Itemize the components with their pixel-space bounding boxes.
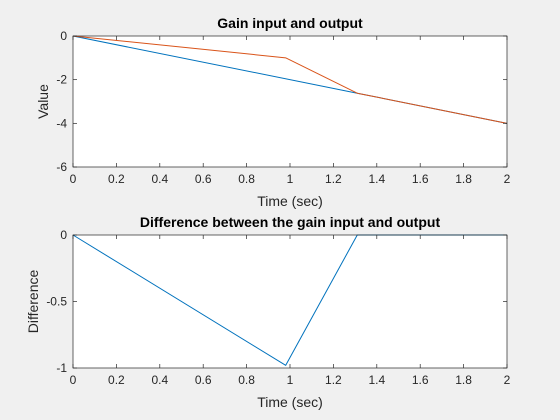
plot-difference-ylabel: Difference — [25, 270, 41, 334]
plot-gain-ytick-label: -2 — [56, 73, 67, 87]
plot-difference-axes-bg — [73, 235, 507, 368]
plot-gain-xtick-label: 0.2 — [108, 172, 125, 186]
plot-difference-xtick-label: 2 — [504, 373, 511, 387]
plot-difference-xtick-label: 1.6 — [412, 373, 429, 387]
plot-gain-xtick-label: 0 — [70, 172, 77, 186]
plot-gain-ytick-label: 0 — [60, 29, 67, 43]
plot-difference-xtick-label: 0.6 — [195, 373, 212, 387]
plot-gain-series-group — [72, 35, 508, 124]
plot-difference-xtick-label: 1.4 — [368, 373, 385, 387]
plot-difference-ticks: 0 0.2 0.4 0.6 0.8 1 1.2 1.4 1.6 1.8 2 0 -0.5 -1 — [46, 228, 510, 387]
plot-difference-xlabel: Time (sec) — [257, 394, 323, 410]
plot-gain-xtick-label: 0.4 — [151, 172, 168, 186]
plot-difference-ytick-label: -0.5 — [46, 295, 67, 309]
plot-gain-xtick-label: 2 — [504, 172, 511, 186]
plot-difference-xtick-label: 0.2 — [108, 373, 125, 387]
plot-gain-xtick-label: 1.4 — [368, 172, 385, 186]
plot-difference-xtick-label: 1.8 — [455, 373, 472, 387]
plot-difference-xtick-label: 1 — [287, 373, 294, 387]
plot-gain-xtick-label: 1.8 — [455, 172, 472, 186]
plot-difference: 0 0.2 0.4 0.6 0.8 1 1.2 1.4 1.6 1.8 2 0 -0.5 -1 Diffe… — [25, 214, 511, 410]
plot-gain-axes-bg — [73, 36, 507, 167]
plot-difference-title: Difference between the gain input and ou… — [140, 214, 441, 230]
plot-gain-ytick-label: -4 — [56, 116, 67, 130]
plot-gain-xtick-label: 1 — [287, 172, 294, 186]
plot-difference-xtick-label: 0 — [70, 373, 77, 387]
plot-difference-ytick-label: -1 — [56, 361, 67, 375]
plot-difference-xtick-label: 0.8 — [238, 373, 255, 387]
plot-gain: 0 0.2 0.4 0.6 0.8 1 1.2 1.4 1.6 1.8 2 0 -2 -4 -6 Gain … — [35, 15, 511, 209]
plot-gain-ytick-label: -6 — [56, 160, 67, 174]
plot-gain-ylabel: Value — [35, 84, 51, 119]
plot-gain-xtick-label: 0.6 — [195, 172, 212, 186]
plot-gain-xlabel: Time (sec) — [257, 193, 323, 209]
plot-difference-xtick-label: 0.4 — [151, 373, 168, 387]
plot-difference-xtick-label: 1.2 — [325, 373, 342, 387]
plot-gain-title: Gain input and output — [217, 15, 363, 31]
plot-gain-xtick-label: 0.8 — [238, 172, 255, 186]
plot-gain-ticks: 0 0.2 0.4 0.6 0.8 1 1.2 1.4 1.6 1.8 2 0 -2 -4 -6 — [56, 29, 510, 186]
plot-difference-ytick-label: 0 — [60, 228, 67, 242]
plot-gain-series-2-line — [72, 35, 508, 124]
plot-gain-xtick-label: 1.2 — [325, 172, 342, 186]
plot-gain-xtick-label: 1.6 — [412, 172, 429, 186]
